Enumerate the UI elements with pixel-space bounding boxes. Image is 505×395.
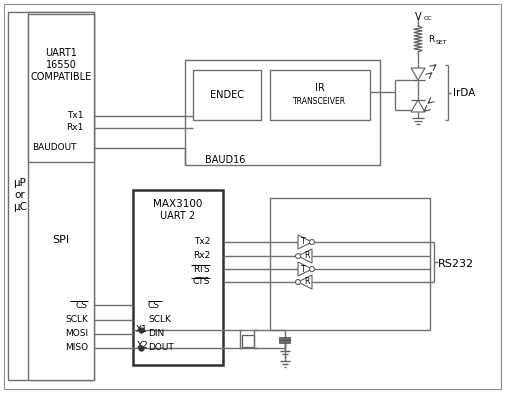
Text: BAUD16: BAUD16 [205,155,245,165]
Text: SCLK: SCLK [65,316,88,325]
Text: R: R [304,252,309,260]
Bar [28,12,94,380]
Bar [133,190,223,365]
Text: μP
or
μC: μP or μC [13,179,27,212]
Text: R: R [427,34,433,43]
Bar [8,12,94,380]
Text: IR: IR [315,83,324,93]
Text: ENDEC: ENDEC [210,90,243,100]
Bar [192,70,261,120]
Text: T: T [300,265,305,273]
Circle shape [295,254,300,258]
Text: MAX3100: MAX3100 [153,199,203,209]
Text: X1: X1 [136,325,147,335]
Text: IrDA: IrDA [452,88,474,98]
Circle shape [309,239,314,245]
Text: RS232: RS232 [437,259,473,269]
Text: Rx2: Rx2 [192,252,210,260]
Text: CC: CC [423,16,432,21]
Bar [28,14,94,162]
Circle shape [309,267,314,271]
Text: UART 2: UART 2 [160,211,195,221]
Text: SCLK: SCLK [147,316,171,325]
Text: CS: CS [147,301,160,310]
Bar [241,335,254,347]
Text: MOSI: MOSI [65,329,88,339]
Text: BAUDOUT: BAUDOUT [32,143,77,152]
Text: MISO: MISO [65,344,88,352]
Text: RTS: RTS [193,265,210,273]
Text: Tx2: Tx2 [193,237,210,246]
Text: Rx1: Rx1 [67,124,84,132]
Polygon shape [297,235,312,249]
Text: CS: CS [76,301,88,310]
Text: CTS: CTS [192,278,210,286]
Bar [270,198,429,330]
Circle shape [295,280,300,284]
Polygon shape [410,68,424,80]
Text: V: V [414,12,421,22]
Bar [185,60,379,165]
Text: DIN: DIN [147,329,164,339]
Text: SET: SET [435,41,447,45]
Text: Tx1: Tx1 [67,111,84,120]
Polygon shape [297,249,312,263]
Text: T: T [300,237,305,246]
Text: TRANSCEIVER: TRANSCEIVER [293,96,346,105]
Bar [270,70,369,120]
Text: SPI: SPI [53,235,69,245]
Polygon shape [410,100,424,112]
Text: DOUT: DOUT [147,344,173,352]
Text: UART1
16550
COMPATIBLE: UART1 16550 COMPATIBLE [30,49,91,82]
Text: X2: X2 [136,340,147,350]
Polygon shape [297,262,312,276]
Text: R: R [304,278,309,286]
Polygon shape [297,275,312,289]
